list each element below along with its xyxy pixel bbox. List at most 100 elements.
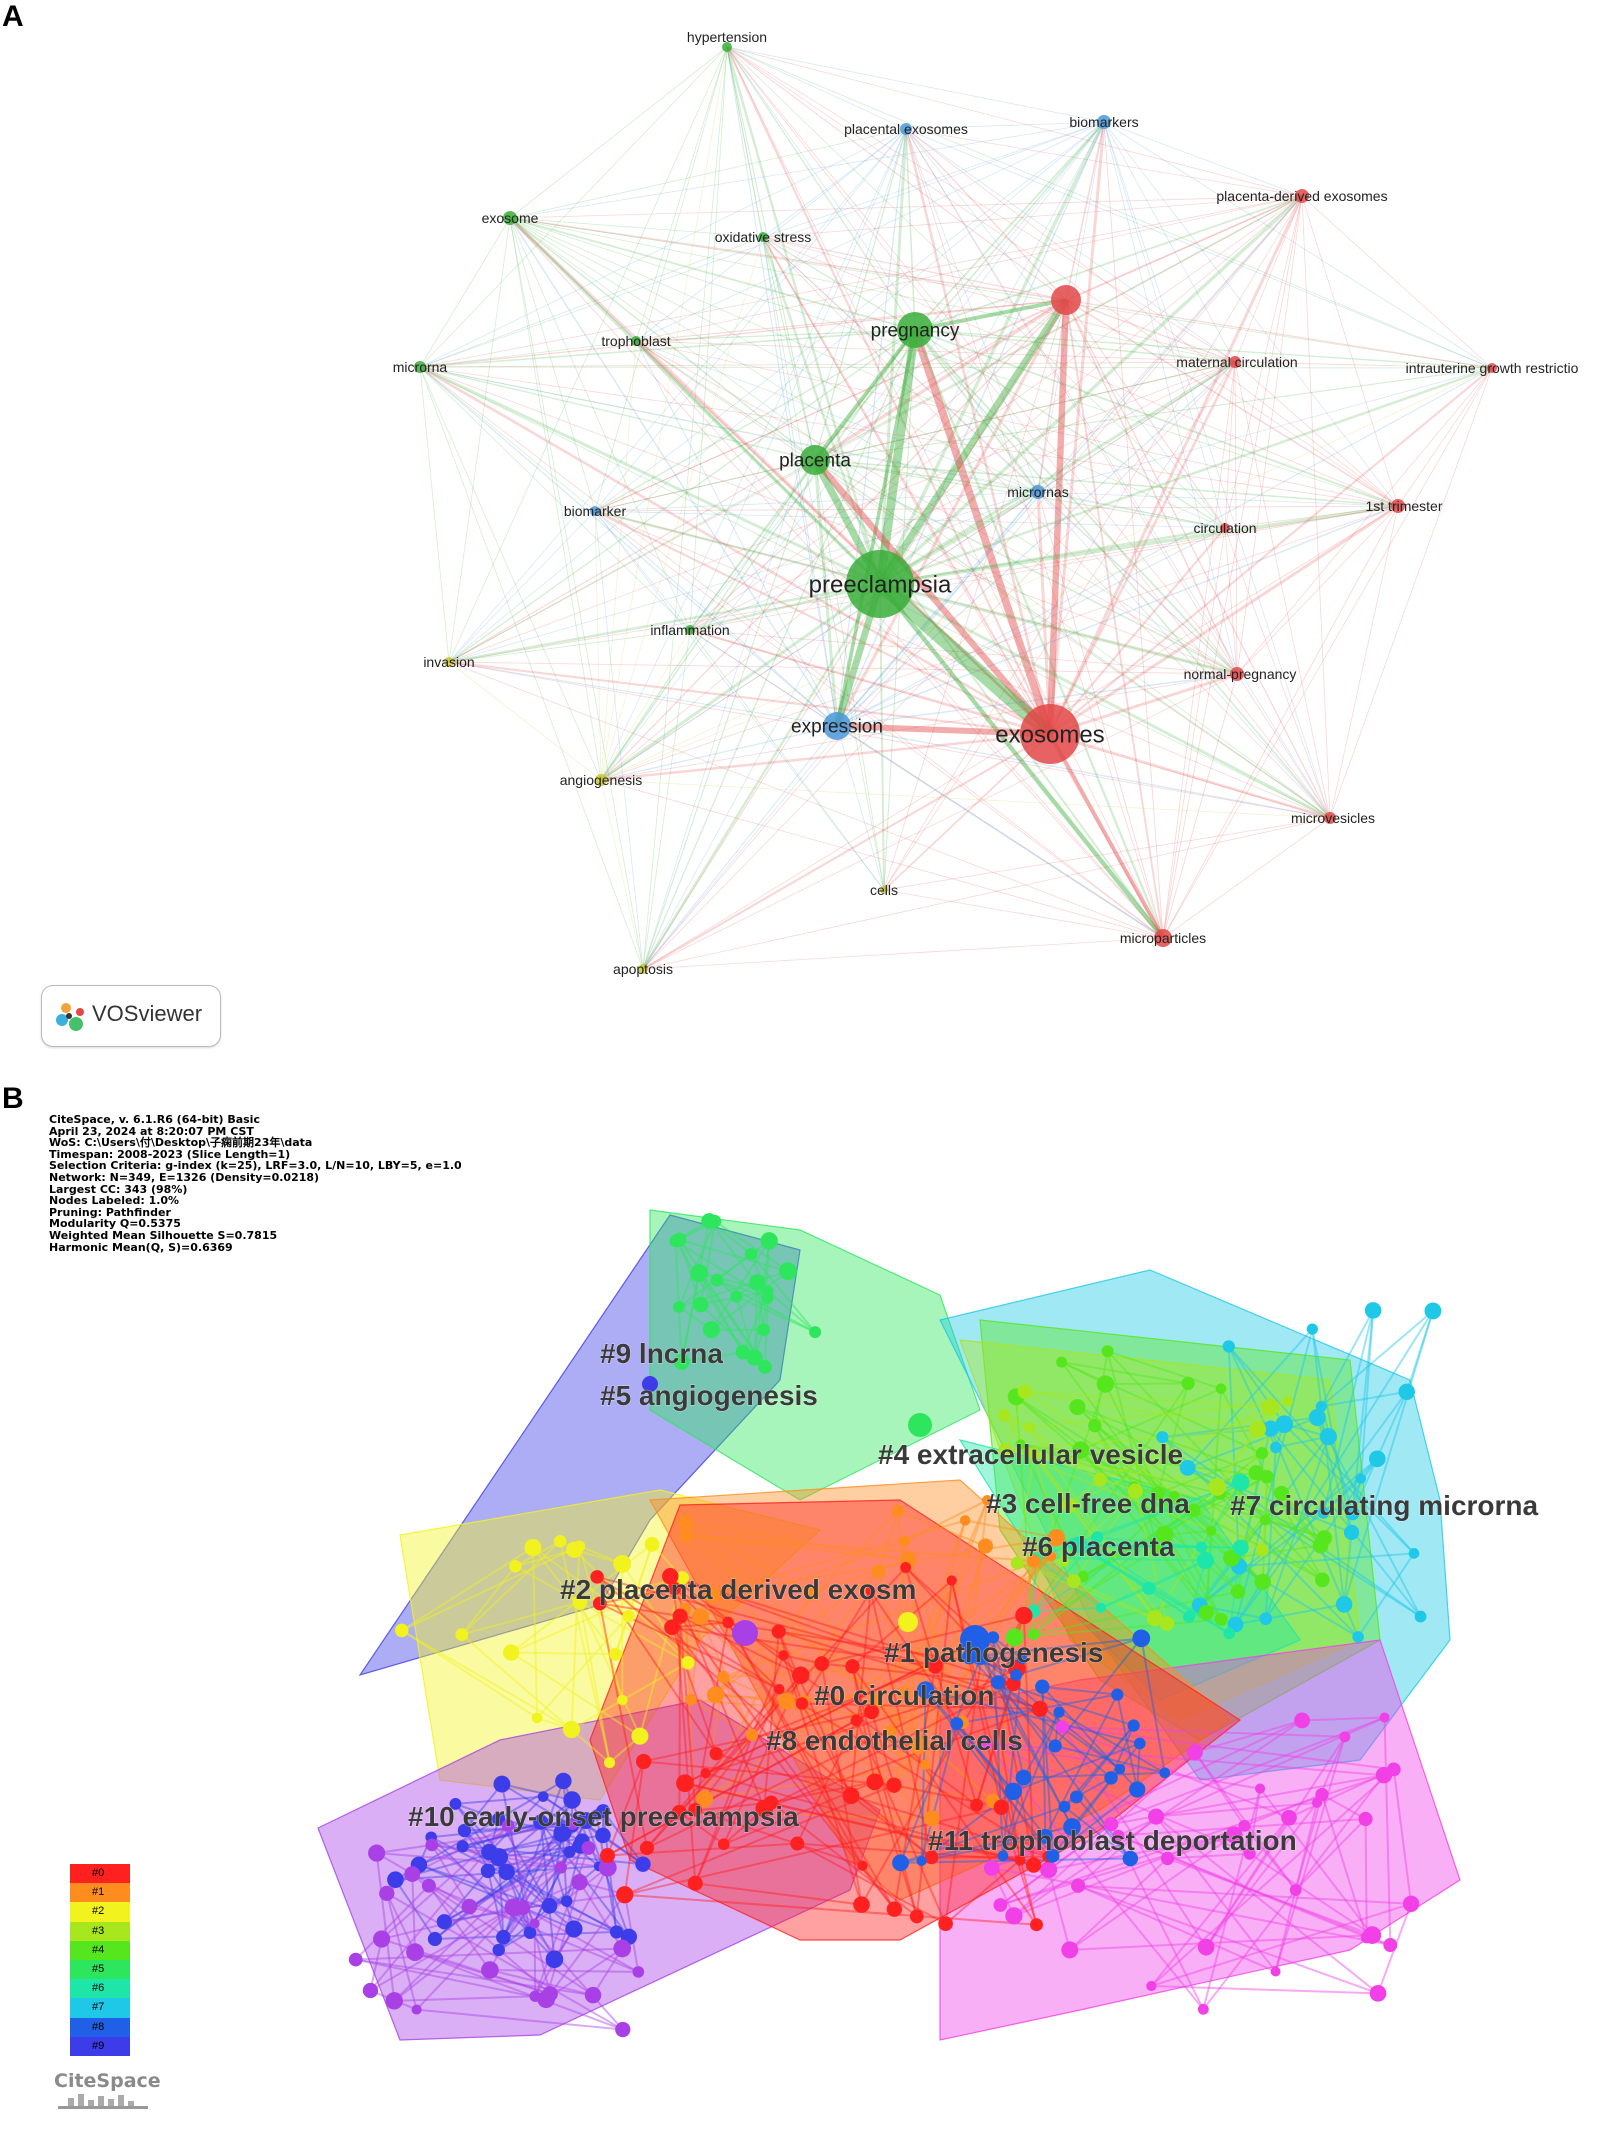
cluster-node-c5[interactable] xyxy=(672,1232,687,1247)
cluster-node-c7[interactable] xyxy=(1414,1610,1427,1623)
cluster-node-c5[interactable] xyxy=(673,1354,690,1370)
cluster-node-c4[interactable] xyxy=(1101,1345,1114,1358)
cluster-node-c9[interactable] xyxy=(553,1823,572,1842)
node-intrauterine-growth-restriction[interactable] xyxy=(1487,363,1497,373)
cluster-node-c5[interactable] xyxy=(673,1301,685,1313)
cluster-node-c8[interactable] xyxy=(991,1675,1006,1690)
cluster-node-c7[interactable] xyxy=(1424,1302,1442,1320)
cluster-node-c11[interactable] xyxy=(1055,1720,1069,1734)
cluster-node-c8[interactable] xyxy=(1132,1629,1151,1648)
cluster-node-c9[interactable] xyxy=(498,1863,515,1881)
node-microparticles[interactable] xyxy=(1154,929,1172,947)
cluster-node-c9[interactable] xyxy=(563,1791,581,1809)
cluster-node-c10[interactable] xyxy=(373,1930,391,1948)
cluster-node-c6[interactable] xyxy=(1095,1602,1106,1613)
cluster-node-c7[interactable] xyxy=(1156,1431,1169,1444)
cluster-node-c1[interactable] xyxy=(1027,1554,1041,1568)
cluster-node-c5[interactable] xyxy=(779,1262,797,1281)
cluster-node-c8[interactable] xyxy=(1053,1706,1065,1718)
cluster-node-c5[interactable] xyxy=(762,1285,774,1297)
cluster-node-c2[interactable] xyxy=(509,1559,522,1573)
cluster-node-c0[interactable] xyxy=(590,1570,604,1584)
cluster-node-c0[interactable] xyxy=(886,1901,903,1917)
cluster-node-c4[interactable] xyxy=(1255,1447,1269,1460)
cluster-node-c0[interactable] xyxy=(717,1838,730,1851)
cluster-node-c11[interactable] xyxy=(1148,1808,1165,1825)
cluster-node-c5[interactable] xyxy=(749,1274,766,1291)
cluster-node-c11[interactable] xyxy=(1315,1787,1329,1802)
cluster-node-c1[interactable] xyxy=(981,1495,993,1506)
node-hypertension[interactable] xyxy=(722,42,732,52)
cluster-node-c8[interactable] xyxy=(1122,1850,1139,1867)
cluster-node-c3[interactable] xyxy=(1010,1556,1024,1570)
cluster-node-c1[interactable] xyxy=(677,1514,693,1530)
cluster-node-c11[interactable] xyxy=(1187,1744,1203,1761)
cluster-node-c3[interactable] xyxy=(1058,1555,1070,1567)
node-placental-exosomes[interactable] xyxy=(900,123,912,135)
cluster-node-c5[interactable] xyxy=(757,1323,770,1337)
cluster-node-c11[interactable] xyxy=(1071,1878,1086,1893)
cluster-node-c4[interactable] xyxy=(1198,1604,1214,1621)
cluster-node-c9[interactable] xyxy=(481,1843,498,1861)
cluster-node-c3[interactable] xyxy=(1061,1497,1077,1513)
cluster-node-c9[interactable] xyxy=(560,1895,573,1907)
cluster-node-c6[interactable] xyxy=(1196,1551,1215,1570)
cluster-node-c10[interactable] xyxy=(379,1885,395,1901)
cluster-node-c0[interactable] xyxy=(1030,1918,1044,1932)
cluster-node-c0[interactable] xyxy=(771,1624,786,1639)
cluster-node-c3[interactable] xyxy=(1093,1472,1107,1487)
cluster-node-c1[interactable] xyxy=(871,1564,886,1579)
cluster-node-c0[interactable] xyxy=(853,1896,870,1913)
cluster-node-c8[interactable] xyxy=(1048,1739,1062,1753)
cluster-node-c5[interactable] xyxy=(702,1321,720,1339)
cluster-node-c0[interactable] xyxy=(790,1836,805,1851)
cluster-node-c9[interactable] xyxy=(537,1791,549,1802)
cluster-node-c9[interactable] xyxy=(533,1814,549,1830)
cluster-node-c10[interactable] xyxy=(385,1992,403,2010)
cluster-node-c10[interactable] xyxy=(554,1861,567,1874)
cluster-node-c3[interactable] xyxy=(1146,1610,1164,1627)
cluster-node-c4[interactable] xyxy=(1096,1375,1115,1393)
cluster-node-c0[interactable] xyxy=(795,1697,809,1710)
cluster-node-c7[interactable] xyxy=(1306,1323,1318,1335)
cluster-node-c9[interactable] xyxy=(496,1929,511,1945)
cluster-node-c1[interactable] xyxy=(959,1515,971,1526)
cluster-node-c2[interactable] xyxy=(609,1647,622,1661)
cluster-node-c0[interactable] xyxy=(970,1798,984,1812)
cluster-node-c3[interactable] xyxy=(1208,1478,1227,1496)
cluster-node-c9[interactable] xyxy=(555,1772,572,1790)
cluster-node-c5[interactable] xyxy=(758,1360,772,1374)
cluster-node-c11[interactable] xyxy=(1197,2003,1209,2015)
node-placenta[interactable] xyxy=(800,445,830,475)
cluster-node-c2[interactable] xyxy=(613,1554,632,1573)
cluster-node-c4[interactable] xyxy=(1314,1572,1330,1588)
cluster-node-c0[interactable] xyxy=(850,1714,863,1727)
cluster-node-c2[interactable] xyxy=(553,1535,567,1548)
cluster-node-c10[interactable] xyxy=(632,1966,645,1978)
cluster-node-c9[interactable] xyxy=(565,1920,583,1938)
cluster-node-c11[interactable] xyxy=(993,1898,1008,1912)
cluster-node-c1[interactable] xyxy=(778,1692,795,1710)
cluster-node-c1[interactable] xyxy=(899,1535,911,1547)
cluster-node-c11[interactable] xyxy=(1103,1817,1119,1832)
cluster-node-c0[interactable] xyxy=(635,1753,652,1770)
cluster-node-c8[interactable] xyxy=(1159,1767,1171,1779)
cluster-node-c4[interactable] xyxy=(1248,1465,1264,1481)
cluster-node-c7[interactable] xyxy=(1262,1420,1279,1437)
cluster-node-c0[interactable] xyxy=(927,1658,943,1674)
cluster-node-c1[interactable] xyxy=(1047,1529,1065,1547)
cluster-node-c9[interactable] xyxy=(493,1775,511,1793)
node-normal-pregnancy[interactable] xyxy=(1230,667,1244,681)
cluster-node-c0[interactable] xyxy=(662,1568,679,1585)
node-microvesicles[interactable] xyxy=(1324,812,1336,824)
cluster-node-c0[interactable] xyxy=(845,1659,860,1674)
cluster-node-c1[interactable] xyxy=(923,1810,940,1827)
cluster-node-c11[interactable] xyxy=(1112,1829,1125,1842)
node-cells[interactable] xyxy=(880,886,888,894)
cluster-node-c0[interactable] xyxy=(639,1840,655,1856)
cluster-node-c10[interactable] xyxy=(581,1840,596,1855)
cluster-node-c11[interactable] xyxy=(1281,1809,1297,1826)
cluster-node-c7[interactable] xyxy=(1408,1548,1420,1559)
cluster-node-c11[interactable] xyxy=(983,1860,1000,1876)
cluster-node-c4[interactable] xyxy=(1069,1398,1086,1416)
